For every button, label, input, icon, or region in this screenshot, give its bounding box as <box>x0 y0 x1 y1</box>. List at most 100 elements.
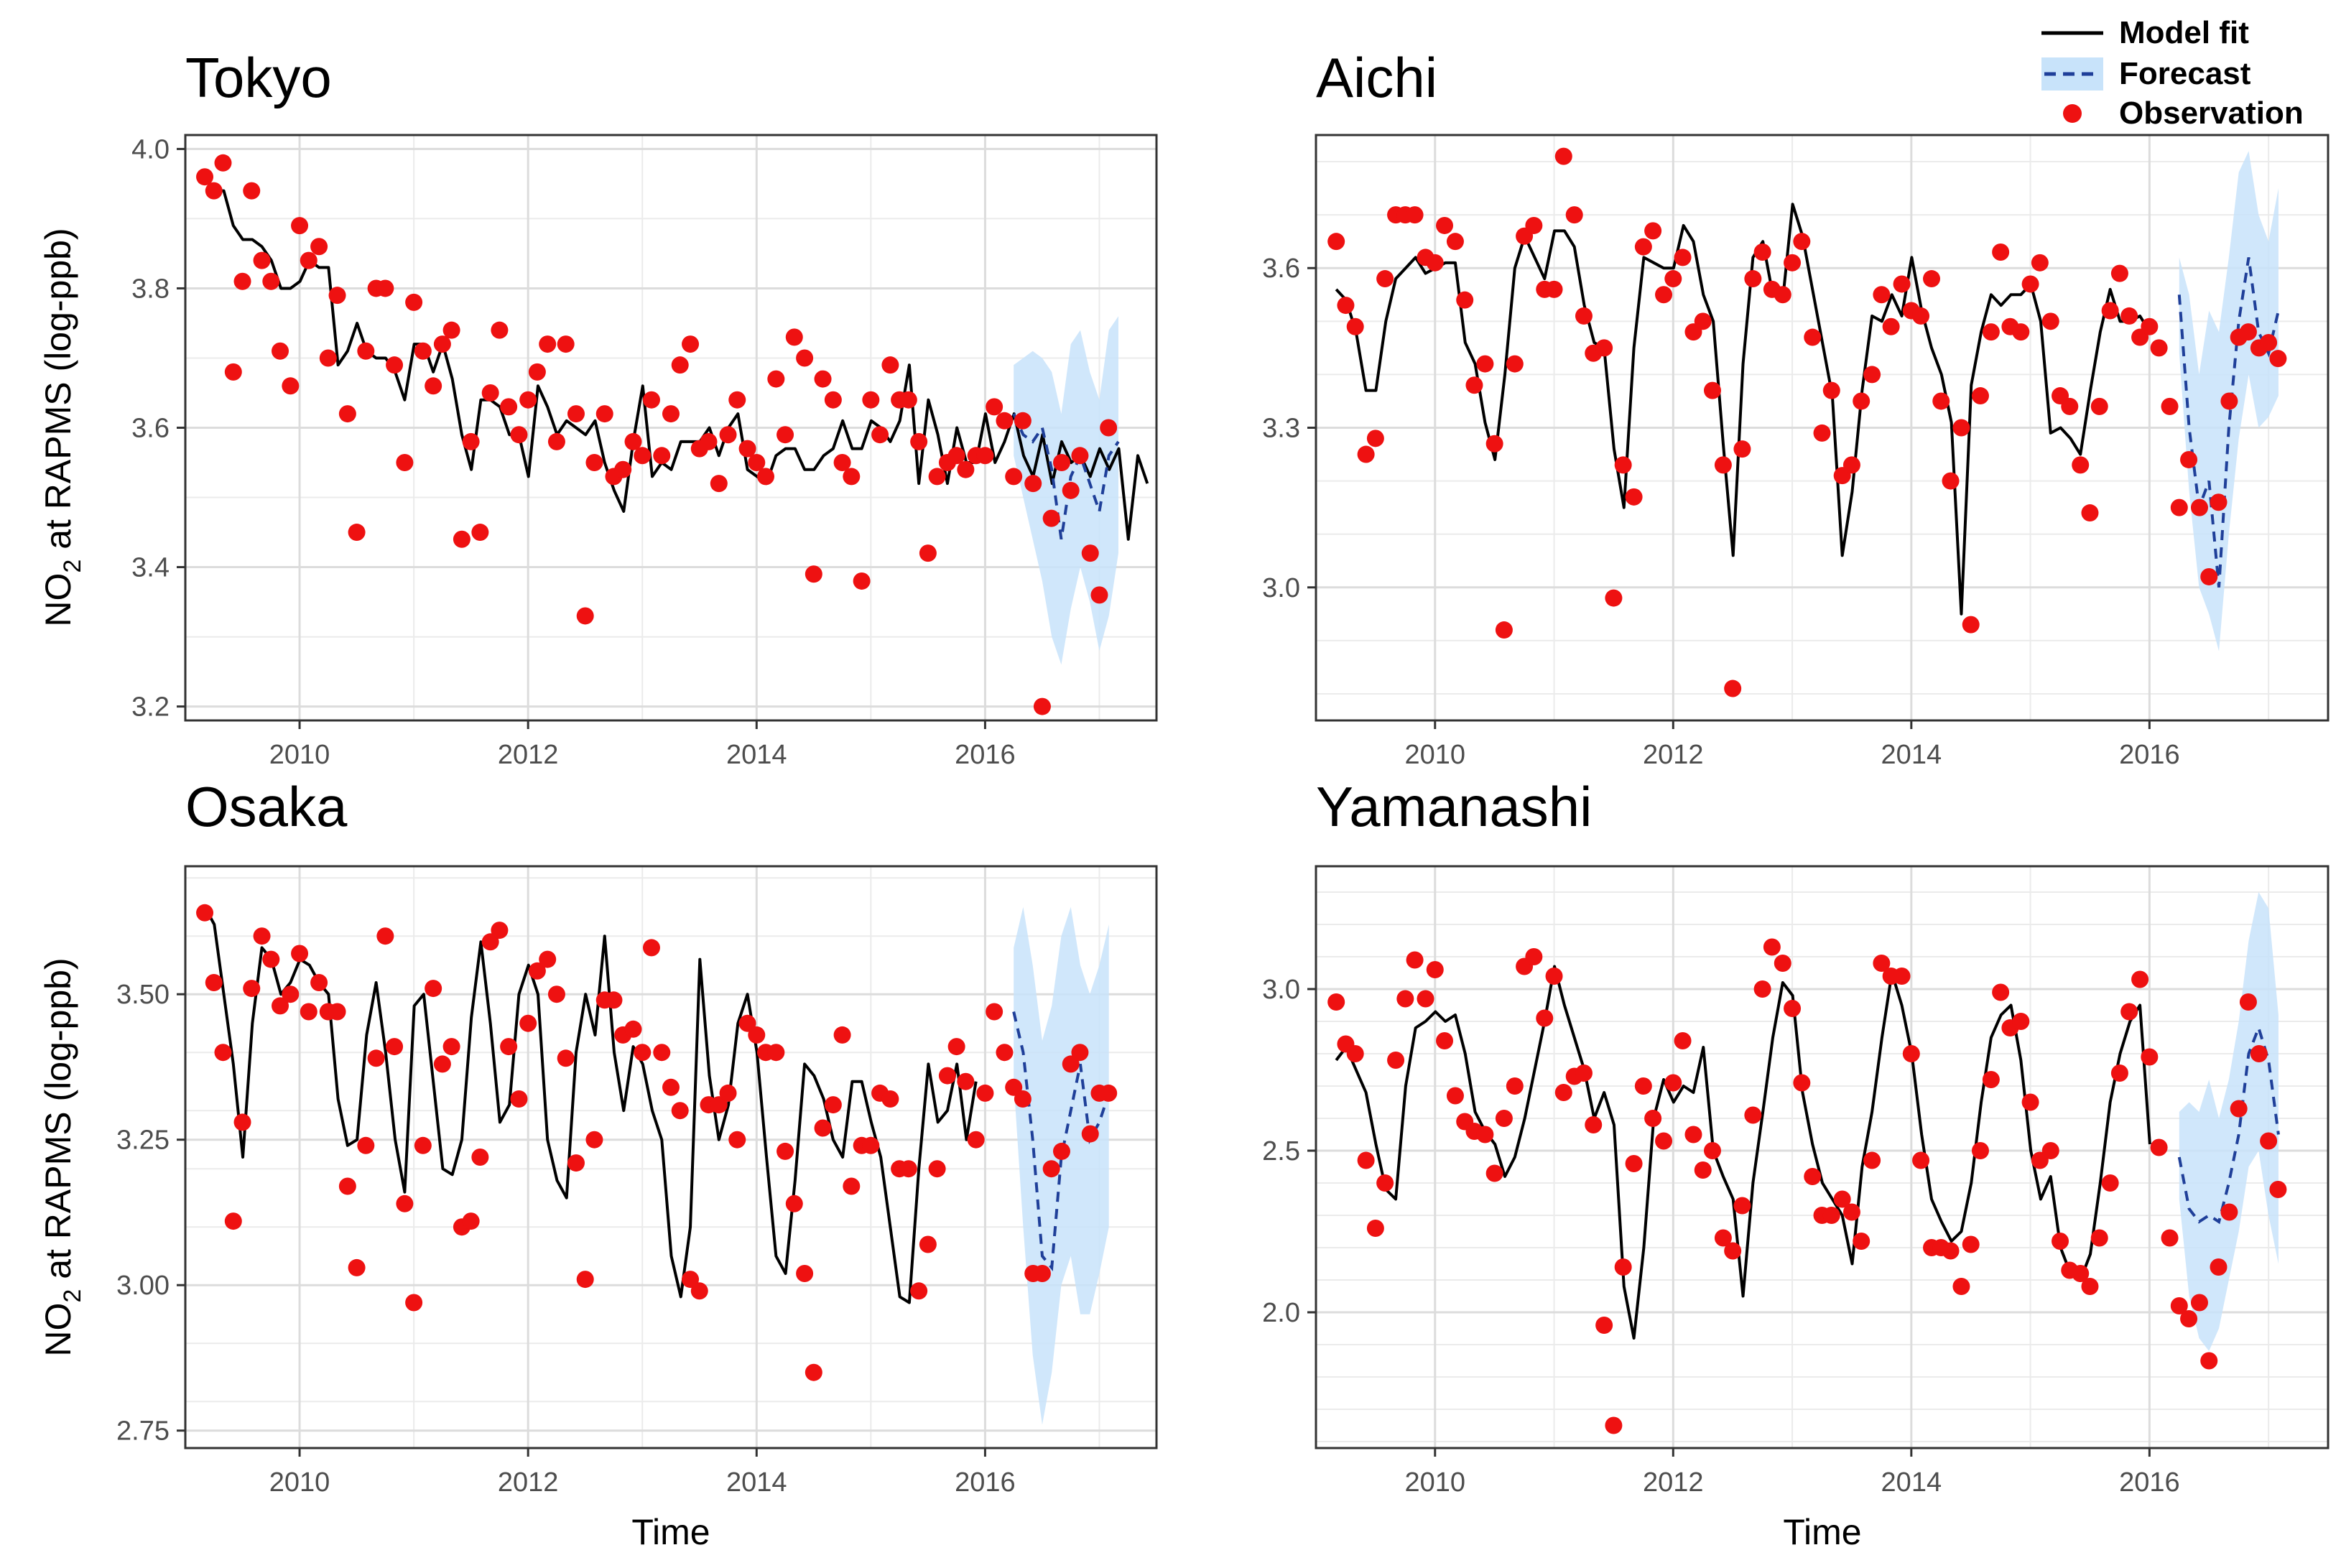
legend-observation-label: Observation <box>2119 96 2304 131</box>
y-tick-label: 3.8 <box>131 274 170 304</box>
observation-point <box>1774 955 1791 972</box>
observation-point <box>519 391 537 409</box>
observation-point <box>1366 430 1384 447</box>
model-fit-layer <box>1335 203 2151 616</box>
y-tick-labels: 2.0 2.5 3.0 <box>1262 975 1300 1328</box>
observation-point <box>2031 254 2049 272</box>
observation-point <box>2012 323 2030 341</box>
observation-point <box>1644 1110 1662 1127</box>
legend-forecast-label: Forecast <box>2119 56 2251 91</box>
observation-point <box>2072 456 2090 474</box>
observation-point <box>1804 328 1822 346</box>
observation-point <box>1396 990 1414 1008</box>
observation-point <box>919 544 937 562</box>
observation-point <box>1436 1032 1454 1049</box>
observation-point <box>938 1067 956 1085</box>
observation-point <box>2190 1294 2208 1312</box>
observation-point <box>233 1113 251 1131</box>
observation-point <box>805 565 822 583</box>
observation-point <box>1595 1317 1613 1334</box>
observation-point <box>1724 679 1742 697</box>
observation-point <box>928 468 946 486</box>
observation-point <box>1774 286 1791 304</box>
observation-point <box>1634 238 1652 256</box>
observation-point <box>653 447 671 465</box>
observation-point <box>1536 1009 1554 1027</box>
tick-marks <box>1307 266 2151 729</box>
observation-point <box>719 426 737 444</box>
observation-point <box>585 454 603 472</box>
observation-point <box>1495 1110 1513 1127</box>
observation-point <box>1525 216 1543 234</box>
observation-point <box>1357 1151 1375 1169</box>
observation-point <box>585 1131 603 1149</box>
observation-point <box>1664 1074 1682 1092</box>
observation-point <box>1417 990 1434 1008</box>
observation-point <box>1971 387 1989 405</box>
observation-point <box>2021 275 2039 293</box>
observation-point <box>491 321 509 339</box>
observation-point <box>843 1177 861 1195</box>
observation-point <box>1902 1045 1920 1062</box>
observation-point <box>1476 1126 1494 1143</box>
observation-point <box>1554 147 1572 165</box>
observation-point <box>777 426 794 444</box>
observation-point <box>1942 472 1960 490</box>
observation-point <box>785 1194 803 1212</box>
observation-point <box>796 349 814 367</box>
x-tick-label: 2014 <box>726 740 787 770</box>
x-tick-label: 2014 <box>726 1467 787 1498</box>
observation-point <box>2101 1174 2119 1192</box>
observation-point <box>1605 1416 1623 1434</box>
observation-point <box>348 524 366 542</box>
observation-point <box>1664 270 1682 288</box>
observation-point <box>996 412 1014 430</box>
observation-point <box>1703 381 1721 399</box>
panel-osaka: Osaka 2.75 3.00 3.25 3.50 2010 2012 2014… <box>116 775 1158 1498</box>
observation-point <box>2150 339 2168 357</box>
observation-point <box>595 405 613 423</box>
observation-point <box>491 922 509 940</box>
observation-point <box>2170 498 2188 516</box>
observation-point <box>2061 397 2079 415</box>
observation-point <box>1694 312 1712 330</box>
observation-point <box>1554 1084 1572 1101</box>
observation-point <box>1714 1229 1732 1247</box>
observation-point <box>528 363 546 381</box>
observation-point <box>338 405 356 423</box>
y-axis-title-rest: at RAPMS (log-ppb) <box>38 957 78 1289</box>
observation-point <box>557 1049 575 1067</box>
observation-point <box>300 1003 317 1021</box>
x-tick-label: 2014 <box>1881 1467 1942 1498</box>
observation-point <box>986 398 1003 416</box>
observation-point <box>253 927 271 945</box>
observation-point <box>2141 1048 2159 1066</box>
tick-marks <box>177 147 986 729</box>
observation-layer <box>196 154 1118 715</box>
observation-point <box>1337 297 1355 315</box>
observation-point <box>348 1258 366 1276</box>
observation-point <box>205 182 223 200</box>
observation-point <box>1873 955 1891 972</box>
model-fit-line <box>1335 203 2151 616</box>
observation-point <box>433 335 451 353</box>
observation-point <box>2120 1003 2138 1021</box>
observation-point <box>2239 323 2257 341</box>
observation-point <box>357 342 375 360</box>
observation-point <box>1853 392 1871 410</box>
observation-point <box>1882 317 1900 335</box>
observation-point <box>1992 983 2010 1001</box>
observation-point <box>710 1096 728 1114</box>
observation-point <box>539 335 557 353</box>
observation-point <box>2170 1297 2188 1314</box>
observation-point <box>785 328 803 346</box>
observation-point <box>1062 1055 1080 1073</box>
observation-point <box>2120 307 2138 325</box>
observation-point <box>710 475 728 493</box>
observation-point <box>471 1149 489 1166</box>
observation-point <box>1071 1044 1089 1062</box>
x-axis-title: Time <box>631 1512 710 1552</box>
x-tick-label: 2016 <box>955 1467 1016 1498</box>
observation-point <box>1952 419 1970 437</box>
panel-tokyo: Tokyo 3.2 3.4 3.6 3.8 4.0 2010 2012 2014… <box>131 46 1158 770</box>
